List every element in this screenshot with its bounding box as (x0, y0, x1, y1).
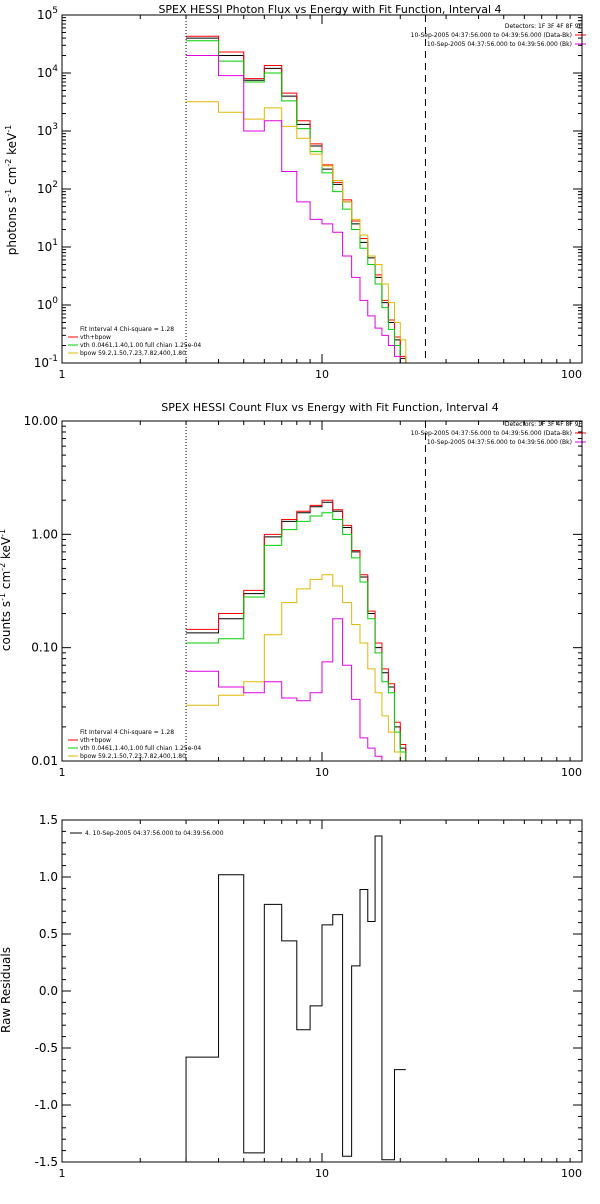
photon-plot-frame (61, 14, 583, 364)
resid-y-tick-label: 0.0 (39, 984, 58, 998)
photon-y-tick-label: 104 (37, 64, 58, 80)
photon-detectors-label: Detectors: 1F 3F 4F 8F 9F (505, 23, 583, 30)
resid-series-residual (185, 835, 406, 1162)
count-y-tick-label: 10.00 (24, 414, 58, 428)
resid-y-tick-label: 1.5 (39, 813, 58, 827)
count-y-axis-label: counts s-1 cm-2 keV-1 (0, 529, 13, 651)
photon-fit-interval-label: Fit Interval 4 Chi-square = 1.28 (80, 326, 174, 333)
count-fit-bpow-label: bpow 59.2,1.50,7.23,7.82,400,1.80 (80, 753, 186, 760)
count-time-label-data: 10-Sep-2005 04:37:56.000 to 04:39:56.000… (411, 430, 572, 437)
count-y-tick-label: 0.01 (31, 754, 58, 768)
count-y-tick-label: 0.10 (31, 641, 58, 655)
resid-y-tick-label: -0.5 (35, 1041, 58, 1055)
photon-fit-bpow-label: bpow 59.2,1.50,7.23,7.82,400,1.80 (80, 350, 186, 357)
count-x-tick-label: 10 (315, 766, 329, 779)
resid-y-tick-label: -1.5 (35, 1155, 58, 1169)
resid-y-tick-label: 0.5 (39, 927, 58, 941)
count-series-total (186, 501, 407, 761)
photon-y-tick-label: 10-1 (34, 354, 58, 370)
photon-y-tick-label: 101 (37, 238, 58, 254)
photon-y-tick-label: 105 (37, 6, 58, 22)
photon-fit-model-label: vth+bpow (80, 334, 111, 341)
photon-series-bpow (186, 101, 407, 363)
count-detectors-label: Detectors: 1F 3F 4F 8F 9F (505, 421, 583, 428)
resid-y-tick-label: 1.0 (39, 870, 58, 884)
count-fit-interval-label: Fit Interval 4 Chi-square = 1.28 (80, 729, 174, 736)
resid-legend-label: 4. 10-Sep-2005 04:37:56.000 to 04:39:56.… (85, 830, 224, 837)
count-time-label-bk: 10-Sep-2005 04:37:56.000 to 04:39:56.000… (427, 439, 572, 446)
count-x-tick-label: 1 (59, 766, 66, 779)
photon-flux-panel: SPEX HESSI Photon Flux vs Energy with Fi… (4, 3, 586, 381)
residuals-panel: Raw Residuals 4. 10-Sep-2005 04:37:56.00… (0, 813, 583, 1180)
photon-y-tick-label: 100 (37, 296, 58, 312)
count-series-bk (186, 618, 406, 761)
photon-x-tick-label: 1 (59, 368, 66, 381)
resid-y-tick-label: -1.0 (35, 1098, 58, 1112)
count-series-vth (186, 512, 407, 761)
photon-time-label-bk: 10-Sep-2005 04:37:56.000 to 04:39:56.000… (427, 41, 572, 48)
count-fit-vth-label: vth 0.0461,1.40,1.00 full chian 1.25e-04 (80, 745, 201, 752)
photon-series-model (186, 35, 407, 363)
photon-x-tick-label: 100 (561, 368, 582, 381)
photon-x-tick-label: 10 (315, 368, 329, 381)
count-series-bpow (186, 574, 406, 761)
photon-y-tick-label: 102 (37, 180, 58, 196)
photon-y-axis-label: photons s-1 cm-2 keV-1 (4, 125, 19, 256)
count-flux-panel: SPEX HESSI Count Flux vs Energy with Fit… (0, 401, 586, 779)
photon-y-tick-label: 103 (37, 122, 58, 138)
count-fit-model-label: vth+bpow (80, 737, 111, 744)
photon-series-total (186, 37, 407, 363)
photon-time-label-data: 10-Sep-2005 04:37:56.000 to 04:39:56.000… (411, 32, 572, 39)
resid-y-axis-label: Raw Residuals (0, 947, 13, 1033)
photon-series-vth (186, 40, 406, 363)
count-y-tick-label: 1.00 (31, 527, 58, 541)
photon-fit-vth-label: vth 0.0461,1.40,1.00 full chian 1.25e-04 (80, 342, 201, 349)
resid-x-tick-label: 1 (59, 1167, 66, 1180)
count-plot-frame (61, 420, 583, 762)
count-x-tick-label: 100 (561, 766, 582, 779)
photon-chart-title: SPEX HESSI Photon Flux vs Energy with Fi… (158, 3, 501, 16)
count-chart-title: SPEX HESSI Count Flux vs Energy with Fit… (161, 401, 498, 414)
resid-x-tick-label: 100 (561, 1167, 582, 1180)
resid-x-tick-label: 10 (315, 1167, 329, 1180)
photon-series-bk (186, 55, 406, 363)
